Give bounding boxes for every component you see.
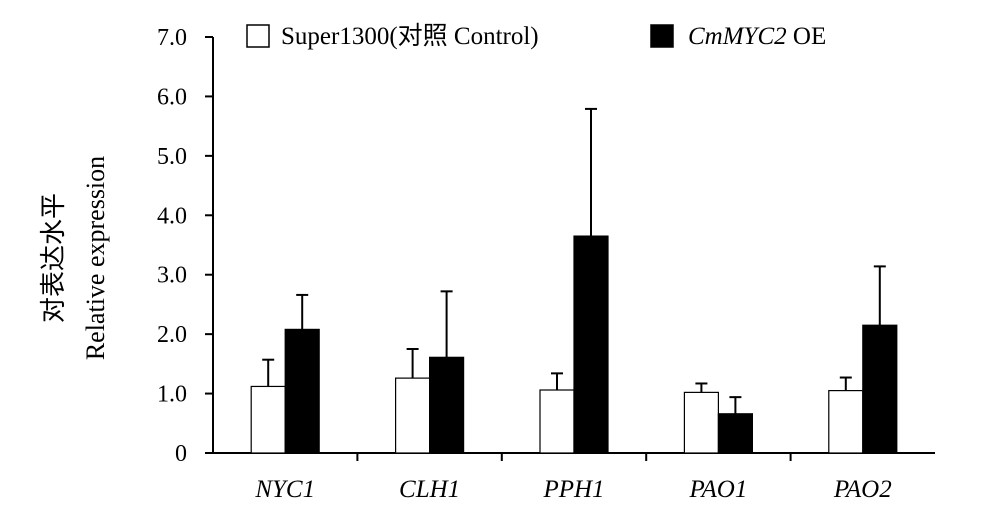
bar-oe-clh1: [429, 356, 465, 454]
legend-label-control: Super1300(对照 Control): [281, 22, 539, 50]
bar-oe-pao2: [862, 324, 898, 454]
legend-label-oe-italic: CmMYC2: [688, 23, 787, 50]
x-tick-label-pao1: PAO1: [688, 476, 747, 503]
legend-label-oe-rest: OE: [787, 23, 827, 50]
legend-swatch-control: [246, 24, 270, 48]
bars: [250, 235, 898, 454]
y-tick-label: 4.0: [157, 203, 187, 229]
x-tick-label-pao2: PAO2: [833, 476, 892, 503]
bar-control-pao2: [828, 390, 864, 454]
error-bars: [262, 107, 886, 414]
bar-oe-pph1: [573, 235, 609, 454]
x-tick-label-nyc1: NYC1: [254, 476, 315, 503]
y-tick-label: 7.0: [157, 25, 187, 51]
bar-control-nyc1: [250, 385, 286, 454]
bar-control-clh1: [395, 377, 431, 454]
y-axis-title: 对表达水平 Relative expression: [39, 156, 110, 360]
legend-label-oe: CmMYC2 OE: [688, 23, 826, 50]
y-tick-label: 1.0: [157, 382, 187, 408]
bar-control-pph1: [539, 389, 575, 454]
axes: 0 1.0 2.0 3.0 4.0 5.0 6.0 7.0: [157, 25, 935, 467]
y-tick-label: 3.0: [157, 263, 187, 289]
legend-swatch-oe: [650, 24, 674, 48]
bar-oe-nyc1: [284, 328, 320, 454]
x-tick-label-clh1: CLH1: [399, 476, 460, 503]
y-tick-label: 0: [175, 441, 187, 467]
y-tick-label: 2.0: [157, 322, 187, 348]
bar-oe-pao1: [717, 413, 754, 454]
bar-control-pao1: [683, 391, 720, 454]
y-tick-label: 6.0: [157, 84, 187, 110]
y-tick-label: 5.0: [157, 144, 187, 170]
y-axis-title-en: Relative expression: [81, 156, 110, 360]
x-tick-label-pph1: PPH1: [542, 476, 604, 503]
x-tick-labels: NYC1 CLH1 PPH1 PAO1 PAO2: [254, 476, 891, 503]
y-axis-title-zh: 对表达水平: [39, 193, 68, 323]
legend: Super1300(对照 Control) CmMYC2 OE: [246, 22, 826, 50]
